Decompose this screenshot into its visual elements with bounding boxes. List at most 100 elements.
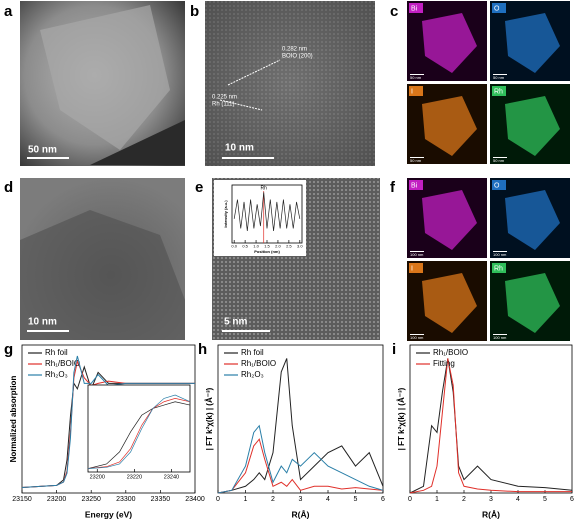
scale-bar bbox=[493, 251, 507, 252]
legend-label: Rh₁/BOIO bbox=[433, 348, 468, 357]
panel-label: d bbox=[4, 179, 13, 196]
scale-bar bbox=[410, 251, 424, 252]
y-axis-label: Intensity (a.u.) bbox=[223, 200, 228, 228]
scale-bar-label: 50 nm bbox=[28, 145, 57, 156]
element-badge bbox=[409, 3, 423, 13]
scale-bar-label: 50 nm bbox=[493, 158, 505, 163]
x-tick-label: 4 bbox=[326, 496, 330, 503]
legend-label: Rh foil bbox=[241, 348, 264, 357]
x-tick-label: 23220 bbox=[127, 474, 142, 480]
eds-signal bbox=[505, 96, 560, 156]
scale-bar bbox=[222, 157, 274, 159]
scale-bar-label: 100 nm bbox=[410, 252, 424, 257]
scale-bar bbox=[27, 330, 69, 332]
x-tick-label: 23250 bbox=[81, 496, 101, 503]
y-axis-label: | FT k²χ(k) | (Å⁻³) bbox=[205, 387, 214, 450]
scale-bar bbox=[493, 334, 507, 335]
panel-label: i bbox=[392, 341, 396, 358]
series-line bbox=[409, 358, 573, 494]
x-tick-label: 5 bbox=[354, 496, 358, 503]
y-axis-label: | FT k²χ(k) | (Å⁻³) bbox=[397, 387, 406, 450]
plot-frame bbox=[21, 344, 196, 494]
lattice-label: Rh (111) bbox=[212, 102, 234, 108]
scale-bar-label: 10 nm bbox=[225, 143, 254, 154]
lattice-label: 0.225 nm bbox=[212, 95, 237, 101]
element-label: Bi bbox=[411, 182, 418, 189]
x-tick-label: 23150 bbox=[12, 496, 32, 503]
x-tick-label: 0.5 bbox=[242, 244, 248, 249]
panel-label: h bbox=[198, 341, 207, 358]
x-tick-label: 4 bbox=[516, 496, 520, 503]
lattice bbox=[205, 1, 375, 166]
panel-label: e bbox=[195, 179, 203, 196]
eds-signal bbox=[422, 13, 477, 73]
x-tick-label: 23300 bbox=[116, 496, 136, 503]
x-tick-label: 1 bbox=[435, 496, 439, 503]
element-label: O bbox=[494, 182, 500, 189]
scale-bar bbox=[410, 334, 424, 335]
series-line bbox=[87, 398, 191, 469]
element-label: I bbox=[411, 88, 413, 95]
scale-bar bbox=[222, 330, 270, 332]
particle bbox=[20, 210, 185, 340]
panel-label: g bbox=[4, 341, 13, 358]
plot-frame bbox=[231, 184, 303, 244]
y-axis-label: Normalized absorption bbox=[9, 376, 18, 463]
legend-label: Rh₁/BOIO bbox=[241, 359, 276, 368]
series-line bbox=[217, 358, 384, 494]
eds-signal bbox=[422, 96, 477, 156]
scale-bar-label: 10 nm bbox=[28, 317, 57, 328]
element-label: Bi bbox=[411, 5, 418, 12]
series-line bbox=[409, 358, 572, 494]
panel-label: c bbox=[390, 3, 398, 20]
scale-bar bbox=[493, 74, 507, 75]
panel-label: b bbox=[190, 3, 199, 20]
legend-label: Rh₂O₃ bbox=[241, 370, 264, 379]
x-tick-label: 1.5 bbox=[264, 244, 270, 249]
element-label: Rh bbox=[494, 88, 503, 95]
x-axis-label: R(Å) bbox=[482, 509, 500, 519]
element-label: Rh bbox=[494, 265, 503, 272]
x-tick-label: 3 bbox=[299, 496, 303, 503]
x-tick-label: 5 bbox=[543, 496, 547, 503]
lattice-label: BOIO (200) bbox=[282, 54, 313, 60]
x-tick-label: 2.5 bbox=[286, 244, 292, 249]
series-line bbox=[87, 394, 191, 469]
legend-label: Rh₂O₃ bbox=[45, 370, 68, 379]
legend-label: Fitting bbox=[433, 359, 455, 368]
series-line bbox=[233, 192, 301, 231]
lattice-label: 0.282 nm bbox=[282, 47, 307, 53]
element-badge bbox=[409, 263, 423, 273]
x-tick-label: 1 bbox=[244, 496, 248, 503]
x-axis-label: Energy (eV) bbox=[85, 509, 132, 519]
scale-bar bbox=[410, 74, 424, 75]
scale-bar-label: 50 nm bbox=[410, 75, 422, 80]
panel-label: f bbox=[390, 179, 396, 196]
nanosheet bbox=[40, 5, 170, 150]
series-line bbox=[87, 401, 191, 469]
eds-signal bbox=[422, 273, 477, 333]
element-badge bbox=[492, 180, 506, 190]
scale-bar-label: 5 nm bbox=[224, 317, 247, 328]
x-tick-label: 23400 bbox=[185, 496, 205, 503]
annotation: Rh bbox=[261, 185, 268, 191]
panel-label: a bbox=[4, 3, 13, 20]
x-axis-label: Position (nm) bbox=[254, 249, 280, 254]
x-tick-label: 1.0 bbox=[253, 244, 259, 249]
x-tick-label: 0.0 bbox=[231, 244, 237, 249]
series-line bbox=[217, 438, 384, 494]
legend-label: Rh₁/BOIO bbox=[45, 359, 80, 368]
x-tick-label: 23200 bbox=[90, 474, 105, 480]
x-tick-label: 3.0 bbox=[297, 244, 303, 249]
x-tick-label: 6 bbox=[570, 496, 574, 503]
element-badge bbox=[492, 263, 506, 273]
x-tick-label: 2 bbox=[271, 496, 275, 503]
eds-maps: Bi 50 nm O 50 nm I 50 nm Rh 50 nm Bi 100 nm O 100 n… bbox=[407, 1, 570, 341]
annotation-line bbox=[227, 59, 281, 86]
scale-bar-label: 100 nm bbox=[493, 335, 507, 340]
annotation-line bbox=[219, 99, 263, 111]
eds-signal bbox=[422, 190, 477, 250]
scale-bar-label: 50 nm bbox=[410, 158, 422, 163]
legend-label: Rh foil bbox=[45, 348, 68, 357]
